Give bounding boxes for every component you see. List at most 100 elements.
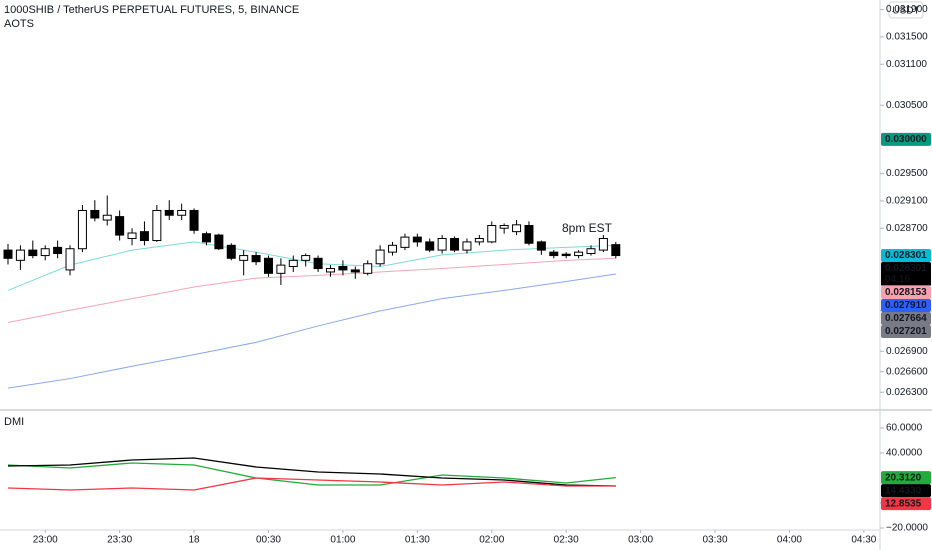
- candle-body: [586, 248, 596, 255]
- candle-body: [102, 214, 112, 221]
- y-tick-label: 0.031100: [886, 59, 927, 70]
- candle-body: [313, 257, 323, 270]
- price-badge: [881, 248, 931, 262]
- price-badge-label: 0.028153: [885, 287, 927, 298]
- candle-body: [77, 209, 87, 250]
- y-tick-label: 0.029500: [886, 168, 928, 179]
- candle-body: [53, 246, 63, 255]
- price-badge-label: 0.027201: [885, 326, 927, 337]
- candle-body: [226, 244, 236, 259]
- x-tick-label: 03:30: [703, 535, 728, 546]
- candle-body: [28, 249, 38, 257]
- dmi-line: [7, 457, 616, 487]
- dmi-y-tick-label: −20.0000: [886, 523, 928, 534]
- price-badge: [881, 298, 931, 312]
- candle-body: [437, 237, 447, 251]
- candle-body: [499, 225, 509, 229]
- x-tick-label: 03:00: [628, 535, 653, 546]
- price-badge: [881, 497, 931, 511]
- price-badge: [881, 471, 931, 485]
- candle-body: [127, 232, 137, 239]
- price-badge: [881, 311, 931, 325]
- countdown-bg: [881, 273, 931, 286]
- annotation: 8pm EST: [562, 221, 613, 235]
- candle-body: [214, 234, 224, 250]
- price-badge-label: 12.8535: [885, 498, 922, 509]
- price-badge: [881, 261, 931, 275]
- x-tick-label: 00:30: [256, 535, 281, 546]
- candle-body: [338, 266, 348, 271]
- candle-body: [189, 209, 199, 231]
- candle-body: [512, 224, 522, 233]
- price-badge-label: 0.027910: [885, 300, 927, 311]
- price-badge-label: 14.4330: [885, 485, 922, 496]
- y-tick-label: 0.031500: [886, 32, 928, 43]
- x-tick-label: 02:00: [479, 535, 504, 546]
- candle-body: [524, 225, 534, 244]
- price-badge-label: 0.030000: [885, 134, 927, 145]
- x-tick-label: 04:00: [777, 535, 802, 546]
- price-badge: [881, 132, 931, 146]
- moving-average: [7, 273, 616, 389]
- candle-body: [152, 209, 162, 242]
- y-tick-label: 0.026900: [886, 346, 928, 357]
- candle-body: [164, 209, 174, 216]
- candle-body: [201, 233, 211, 243]
- x-tick-label: 01:00: [330, 535, 355, 546]
- price-badge: [881, 324, 931, 338]
- moving-average: [7, 257, 616, 324]
- candle-body: [388, 244, 398, 253]
- candle-body: [363, 263, 373, 274]
- candle-body: [487, 225, 497, 243]
- candle-body: [276, 264, 286, 274]
- candle-body: [251, 255, 261, 263]
- candle-body: [90, 209, 100, 219]
- dmi-y-tick-label: 40.0000: [886, 448, 923, 459]
- currency-button[interactable]: [888, 1, 924, 19]
- y-tick-label: 0.029100: [886, 196, 928, 207]
- price-badge-label: 0.028301: [885, 250, 927, 261]
- price-badge-label: 0.028301: [885, 263, 927, 274]
- candle-body: [115, 216, 125, 236]
- x-tick-label: 02:30: [554, 535, 579, 546]
- price-badge: [881, 484, 931, 498]
- candle-body: [462, 241, 472, 251]
- candle-body: [177, 209, 187, 216]
- chart-title: 1000SHIB / TetherUS PERPETUAL FUTURES, 5…: [4, 4, 299, 16]
- candle-body: [375, 249, 385, 265]
- x-tick-label: 23:30: [107, 535, 132, 546]
- candle-body: [400, 236, 410, 248]
- indicator-name: AOTS: [4, 18, 34, 30]
- candle-body: [15, 249, 25, 261]
- candle-body: [350, 269, 360, 273]
- dmi-line: [7, 477, 616, 491]
- candle-body: [611, 244, 621, 257]
- candle-body: [474, 237, 484, 243]
- price-badge-label: 0.027664: [885, 313, 927, 324]
- y-tick-label: 0.026600: [886, 366, 928, 377]
- y-tick-label: 0.028700: [886, 223, 928, 234]
- dmi-line: [7, 462, 616, 486]
- x-tick-label: 04:30: [851, 535, 876, 546]
- x-tick-label: 01:30: [405, 535, 430, 546]
- y-tick-label: 0.030500: [886, 100, 928, 111]
- price-badge: [881, 285, 931, 299]
- candle-body: [326, 268, 336, 273]
- x-tick-label: 23:00: [33, 535, 58, 546]
- y-tick-label: 0.026300: [886, 387, 928, 398]
- y-tick-label: 0.031900: [886, 4, 928, 15]
- candle-body: [412, 236, 422, 243]
- candle-body: [598, 237, 608, 251]
- candle-body: [239, 255, 249, 261]
- candle-body: [65, 248, 75, 271]
- dmi-y-tick-label: 60.0000: [886, 423, 923, 434]
- candle-body: [263, 257, 273, 274]
- currency-button-label[interactable]: USDT: [892, 6, 919, 17]
- x-tick-label: 18: [188, 535, 200, 546]
- candle-body: [139, 231, 149, 242]
- dmi-title: DMI: [4, 416, 24, 428]
- candle-body: [301, 255, 311, 261]
- candle-body: [561, 253, 571, 257]
